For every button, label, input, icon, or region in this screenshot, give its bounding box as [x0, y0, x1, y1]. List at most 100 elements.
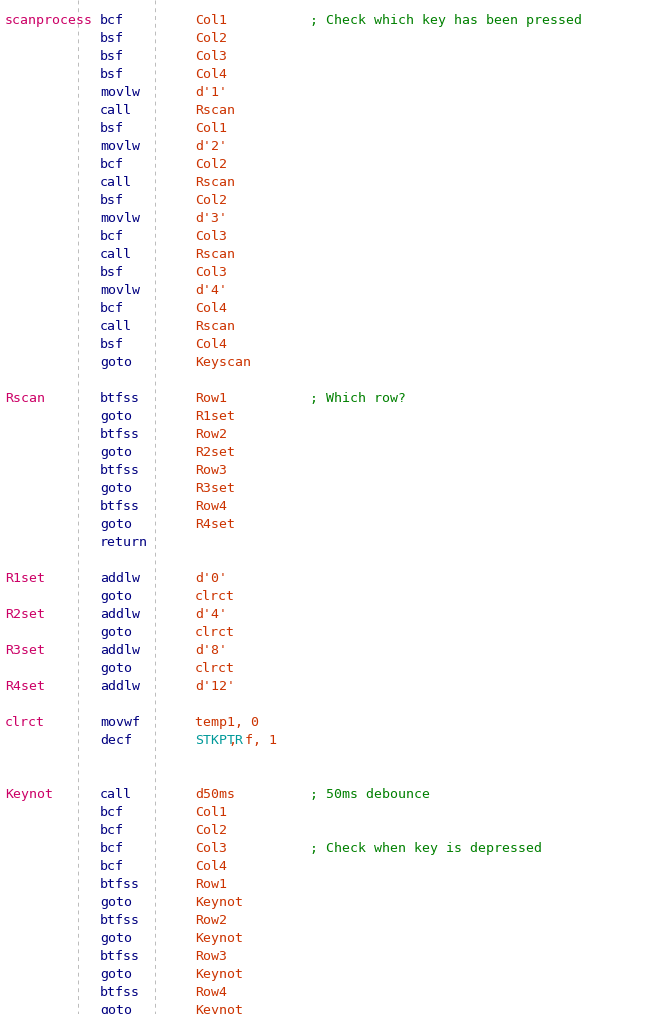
- Text: R2set: R2set: [5, 608, 45, 622]
- Text: movlw: movlw: [100, 284, 140, 297]
- Text: goto: goto: [100, 662, 132, 675]
- Text: goto: goto: [100, 968, 132, 982]
- Text: addlw: addlw: [100, 572, 140, 585]
- Text: Col2: Col2: [195, 195, 227, 208]
- Text: call: call: [100, 320, 132, 334]
- Text: goto: goto: [100, 627, 132, 640]
- Text: return: return: [100, 536, 148, 550]
- Text: Rscan: Rscan: [195, 176, 235, 190]
- Text: btfss: btfss: [100, 428, 140, 441]
- Text: bcf: bcf: [100, 302, 124, 315]
- Text: decf: decf: [100, 734, 132, 747]
- Text: Row2: Row2: [195, 428, 227, 441]
- Text: Col2: Col2: [195, 32, 227, 46]
- Text: temp1, 0: temp1, 0: [195, 717, 259, 729]
- Text: clrct: clrct: [195, 590, 235, 603]
- Text: goto: goto: [100, 590, 132, 603]
- Text: scanprocess: scanprocess: [5, 14, 93, 27]
- Text: d'3': d'3': [195, 212, 227, 225]
- Text: R1set: R1set: [195, 411, 235, 424]
- Text: btfss: btfss: [100, 500, 140, 513]
- Text: bcf: bcf: [100, 824, 124, 838]
- Text: goto: goto: [100, 518, 132, 531]
- Text: Keynot: Keynot: [195, 933, 243, 945]
- Text: call: call: [100, 248, 132, 262]
- Text: Keynot: Keynot: [195, 968, 243, 982]
- Text: bsf: bsf: [100, 68, 124, 81]
- Text: addlw: addlw: [100, 645, 140, 657]
- Text: bsf: bsf: [100, 339, 124, 352]
- Text: clrct: clrct: [5, 717, 45, 729]
- Text: call: call: [100, 789, 132, 801]
- Text: Col3: Col3: [195, 843, 227, 856]
- Text: btfss: btfss: [100, 878, 140, 891]
- Text: Row4: Row4: [195, 500, 227, 513]
- Text: movwf: movwf: [100, 717, 140, 729]
- Text: Col2: Col2: [195, 824, 227, 838]
- Text: goto: goto: [100, 896, 132, 910]
- Text: bcf: bcf: [100, 861, 124, 873]
- Text: Col2: Col2: [195, 158, 227, 171]
- Text: movlw: movlw: [100, 140, 140, 153]
- Text: Rscan: Rscan: [5, 392, 45, 406]
- Text: Col4: Col4: [195, 861, 227, 873]
- Text: bsf: bsf: [100, 51, 124, 64]
- Text: bsf: bsf: [100, 195, 124, 208]
- Text: d50ms: d50ms: [195, 789, 235, 801]
- Text: d'2': d'2': [195, 140, 227, 153]
- Text: Col4: Col4: [195, 302, 227, 315]
- Text: bsf: bsf: [100, 267, 124, 280]
- Text: d'8': d'8': [195, 645, 227, 657]
- Text: addlw: addlw: [100, 608, 140, 622]
- Text: Col1: Col1: [195, 806, 227, 819]
- Text: bsf: bsf: [100, 123, 124, 136]
- Text: d'12': d'12': [195, 680, 235, 694]
- Text: movlw: movlw: [100, 212, 140, 225]
- Text: goto: goto: [100, 483, 132, 496]
- Text: R3set: R3set: [195, 483, 235, 496]
- Text: R2set: R2set: [195, 446, 235, 459]
- Text: movlw: movlw: [100, 86, 140, 99]
- Text: Row1: Row1: [195, 392, 227, 406]
- Text: bcf: bcf: [100, 806, 124, 819]
- Text: d'4': d'4': [195, 608, 227, 622]
- Text: ; Which row?: ; Which row?: [310, 392, 406, 406]
- Text: bsf: bsf: [100, 32, 124, 46]
- Text: bcf: bcf: [100, 158, 124, 171]
- Text: Row1: Row1: [195, 878, 227, 891]
- Text: Row3: Row3: [195, 464, 227, 478]
- Text: clrct: clrct: [195, 627, 235, 640]
- Text: clrct: clrct: [195, 662, 235, 675]
- Text: Col3: Col3: [195, 267, 227, 280]
- Text: , f, 1: , f, 1: [229, 734, 277, 747]
- Text: Col3: Col3: [195, 230, 227, 243]
- Text: call: call: [100, 104, 132, 118]
- Text: btfss: btfss: [100, 915, 140, 928]
- Text: btfss: btfss: [100, 392, 140, 406]
- Text: bcf: bcf: [100, 14, 124, 27]
- Text: Rscan: Rscan: [195, 104, 235, 118]
- Text: Keyscan: Keyscan: [195, 356, 251, 369]
- Text: goto: goto: [100, 933, 132, 945]
- Text: Row3: Row3: [195, 950, 227, 963]
- Text: addlw: addlw: [100, 680, 140, 694]
- Text: ; 50ms debounce: ; 50ms debounce: [310, 789, 430, 801]
- Text: Rscan: Rscan: [195, 248, 235, 262]
- Text: Rscan: Rscan: [195, 320, 235, 334]
- Text: Col3: Col3: [195, 51, 227, 64]
- Text: R4set: R4set: [5, 680, 45, 694]
- Text: btfss: btfss: [100, 464, 140, 478]
- Text: R4set: R4set: [195, 518, 235, 531]
- Text: d'0': d'0': [195, 572, 227, 585]
- Text: Row4: Row4: [195, 987, 227, 1000]
- Text: ; Check which key has been pressed: ; Check which key has been pressed: [310, 14, 582, 27]
- Text: call: call: [100, 176, 132, 190]
- Text: STKPTR: STKPTR: [195, 734, 243, 747]
- Text: goto: goto: [100, 1005, 132, 1014]
- Text: Col4: Col4: [195, 339, 227, 352]
- Text: btfss: btfss: [100, 987, 140, 1000]
- Text: R1set: R1set: [5, 572, 45, 585]
- Text: goto: goto: [100, 411, 132, 424]
- Text: bcf: bcf: [100, 843, 124, 856]
- Text: R3set: R3set: [5, 645, 45, 657]
